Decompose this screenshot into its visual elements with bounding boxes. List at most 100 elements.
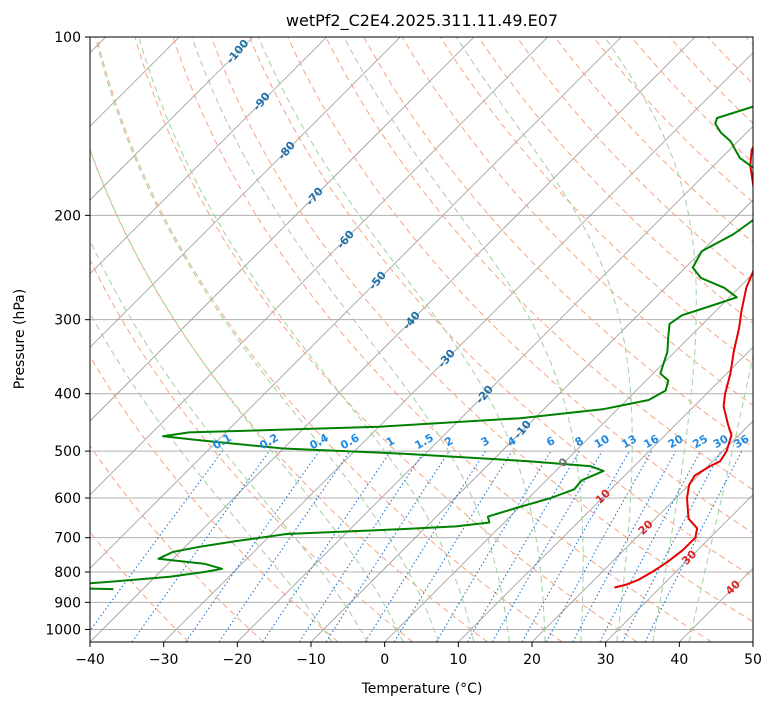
plot-frame: [89, 36, 754, 643]
plot-area: [90, 37, 753, 642]
moist-adiabat-line: [90, 147, 404, 642]
dewpoint-profile: [90, 105, 753, 591]
mixing-ratio-label: 3: [479, 434, 492, 449]
temperature-label: 20: [636, 517, 656, 537]
mixing-ratio-line: [393, 450, 513, 642]
y-tick-label: 600: [54, 491, 81, 507]
y-tick-label: 500: [54, 444, 81, 460]
isotherm-line: [531, 420, 753, 642]
mixing-ratio-line: [521, 450, 630, 642]
mixing-ratio-label: 0.2: [257, 431, 280, 452]
moist-adiabat-line: [257, 37, 546, 642]
y-tick-label: 700: [54, 531, 81, 547]
dry-adiabat-line: [90, 445, 264, 642]
isotherm-line: [90, 37, 696, 642]
y-axis-label: Pressure (hPa): [12, 289, 28, 389]
isotherm-line: [90, 37, 475, 422]
x-tick-label: 40: [670, 652, 688, 668]
mixing-ratio-label: 6: [544, 434, 557, 449]
dry-adiabat-line: [592, 37, 753, 203]
moist-adiabat-line: [94, 37, 439, 642]
isotherm-line: [90, 37, 548, 496]
mixing-ratio-line: [435, 450, 552, 642]
isotherm-line: [90, 37, 327, 275]
mixing-ratio-label: 2: [442, 434, 455, 449]
dry-adiabat-line: [90, 258, 414, 642]
x-tick-label: −30: [149, 652, 179, 668]
mixing-ratio-line: [545, 450, 653, 642]
isotherm-line: [384, 273, 753, 642]
moist-adiabat-line: [90, 311, 333, 642]
mixing-ratio-line: [185, 450, 320, 642]
x-tick-label: −10: [296, 652, 326, 668]
isotherm-line: [90, 37, 401, 348]
mixing-ratio-label: 0.1: [210, 431, 233, 452]
y-tick-label: 1000: [45, 622, 81, 638]
x-tick-label: 30: [597, 652, 615, 668]
isotherm-line: [237, 125, 753, 642]
isotherm-line: [752, 641, 753, 642]
moist-adiabat-line: [138, 37, 475, 642]
isotherm-line: [90, 37, 622, 569]
x-axis-label: Temperature (°C): [361, 681, 483, 697]
isotherm-line: [458, 346, 753, 642]
dry-adiabat-line: [90, 355, 339, 642]
y-tick-label: 300: [54, 313, 81, 329]
temperature-label: 40: [723, 577, 743, 597]
mixing-ratio-line: [218, 450, 351, 642]
x-tick-label: 20: [523, 652, 541, 668]
y-tick-label: 200: [54, 208, 81, 224]
mixing-ratio-line: [325, 450, 450, 642]
x-tick-label: 50: [744, 652, 762, 668]
mixing-ratio-label: 1.5: [413, 431, 436, 452]
temperature-label: 10: [593, 486, 613, 506]
mixing-ratio-label: 13: [619, 432, 639, 451]
dry-adiabat-label: -100: [224, 37, 252, 67]
temperature-profile: [614, 145, 753, 589]
dry-adiabat-line: [249, 37, 753, 578]
dry-adiabat-line: [90, 148, 488, 642]
x-tick-label: −40: [75, 652, 105, 668]
chart-title: wetPf2_C2E4.2025.311.11.49.E07: [286, 11, 558, 31]
y-tick-label: 800: [54, 565, 81, 581]
y-tick-label: 100: [54, 30, 81, 46]
moist-adiabat-line: [191, 37, 510, 642]
dry-adiabat-line: [134, 37, 638, 642]
x-tick-label: −20: [223, 652, 253, 668]
mixing-ratio-line: [644, 450, 743, 642]
mixing-ratio-line: [364, 450, 486, 642]
dry-adiabat-line: [96, 37, 563, 642]
dry-adiabat-line: [210, 37, 753, 623]
dry-adiabat-line: [554, 37, 753, 243]
mixing-ratio-line: [90, 450, 223, 632]
mixing-ratio-label: 16: [641, 432, 661, 451]
moist-adiabat-line: [688, 353, 753, 642]
mixing-ratio-line: [298, 450, 425, 642]
mixing-ratio-label: 10: [592, 432, 612, 451]
dry-adiabat-line: [745, 37, 753, 46]
isotherm-line: [163, 52, 753, 642]
temperature-label: 0: [556, 455, 571, 470]
mixing-ratio-label: 1: [384, 434, 397, 449]
isotherm-line: [90, 37, 254, 201]
y-tick-label: 900: [54, 595, 81, 611]
dry-adiabat-line: [516, 37, 753, 284]
isotherm-line: [605, 494, 753, 642]
mixing-ratio-line: [131, 450, 270, 642]
x-tick-label: 0: [380, 652, 389, 668]
dry-adiabat-line: [172, 37, 712, 642]
moist-adiabat-line: [455, 37, 633, 642]
dry-adiabat-line: [439, 37, 753, 365]
moist-adiabat-line: [343, 37, 584, 642]
moist-adiabat-line: [90, 239, 369, 642]
y-tick-label: 400: [54, 387, 81, 403]
dry-adiabat-line: [287, 37, 753, 534]
isotherm-line: [310, 199, 753, 642]
dry-adiabat-line: [325, 37, 753, 491]
mixing-ratio-line: [572, 450, 677, 642]
moist-adiabat-line: [604, 37, 697, 642]
mixing-ratio-label: 0.6: [338, 431, 362, 452]
mixing-ratio-line: [262, 450, 392, 642]
x-tick-label: 10: [449, 652, 467, 668]
